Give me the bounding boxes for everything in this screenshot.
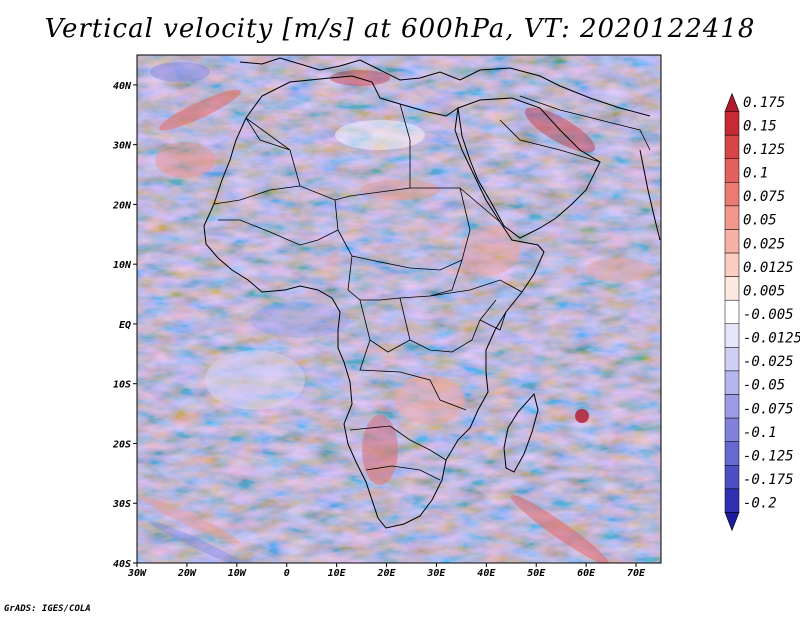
colorbar-label: 0.005 [743, 283, 785, 299]
lon-tick-label: 30E [426, 568, 446, 579]
lon-tick-label: 20E [376, 568, 396, 579]
lat-tick-label: 20S [112, 439, 131, 450]
colorbar-label: -0.125 [743, 448, 794, 464]
colorbar-label: -0.05 [743, 378, 785, 394]
colorbar-swatch [724, 488, 740, 513]
colorbar-swatch [724, 182, 740, 207]
lon-tick-label: 20W [177, 568, 197, 579]
lat-tick-label: 30S [112, 499, 131, 510]
colorbar-swatch [724, 347, 740, 372]
lon-tick-label: 60E [577, 568, 596, 579]
colorbar-swatch [724, 417, 740, 442]
colorbar-swatch [724, 299, 740, 325]
colorbar-label: -0.005 [743, 307, 794, 323]
madagascar-coastline [503, 392, 539, 473]
lat-tick-label: EQ [119, 320, 131, 331]
colorbar-swatch [724, 441, 740, 466]
lon-tick-label: 70E [627, 568, 646, 579]
colorbar-label: -0.0125 [743, 331, 800, 347]
colorbar-label: 0.175 [743, 95, 785, 111]
colorbar-label: 0.075 [743, 189, 785, 205]
colorbar-label: -0.075 [743, 401, 794, 417]
colorbar-swatch [724, 323, 740, 348]
lon-tick-label: 50E [527, 568, 546, 579]
colorbar-label: -0.175 [743, 472, 794, 488]
colorbar-swatch [724, 252, 740, 277]
lon-tick-label: 40E [477, 568, 496, 579]
colorbar-label: 0.15 [743, 118, 777, 134]
lat-tick-label: 30N [112, 141, 132, 152]
colorbar-swatch [724, 134, 740, 159]
colorbar-swatch [724, 394, 740, 419]
map-title: Vertical velocity [m/s] at 600hPa, VT: 2… [44, 14, 756, 44]
colorbar-swatch [724, 276, 740, 301]
colorbar-label: 0.125 [743, 142, 785, 158]
colorbar-swatch [724, 465, 740, 490]
colorbar-label: 0.025 [743, 236, 785, 252]
colorbar-label: -0.025 [743, 354, 794, 370]
lon-tick-label: 30W [127, 568, 147, 579]
credit-label: GrADS: IGES/COLA [4, 604, 91, 614]
colorbar-swatch [724, 205, 740, 230]
colorbar-label: 0.05 [743, 213, 777, 229]
arabia-coastline [457, 97, 601, 239]
lon-tick-label: 10W [228, 568, 247, 579]
colorbar: 0.175 0.15 0.125 0.1 0.075 0.05 0.025 0.0125 0.0… [724, 92, 800, 532]
country-borders [213, 95, 651, 481]
africa-coastline [203, 75, 545, 529]
lat-tick-label: 10N [113, 260, 132, 271]
velocity-field [137, 55, 661, 563]
map-frame [136, 54, 662, 564]
lon-tick-label: 0 [284, 568, 290, 579]
colorbar-label: 0.1 [743, 166, 768, 182]
lat-tick-label: 20N [112, 200, 132, 211]
lat-tick-label: 40N [113, 81, 132, 92]
colorbar-label: 0.0125 [743, 260, 794, 276]
colorbar-swatch [724, 229, 740, 254]
lat-tick-label: 40S [113, 559, 131, 570]
europe-coastline [239, 57, 651, 117]
lat-tick-label: 10S [113, 380, 131, 391]
lon-tick-label: 10E [328, 568, 347, 579]
colorbar-swatch [724, 111, 740, 136]
colorbar-label: -0.1 [743, 425, 777, 441]
colorbar-label: -0.2 [743, 496, 777, 512]
lat-axis: 40N 30N 20N 10N EQ 10S 20S 30S 40S [112, 81, 137, 570]
colorbar-swatch [724, 158, 740, 183]
colorbar-arrow-bottom [724, 512, 740, 532]
colorbar-swatch [725, 110, 739, 112]
colorbar-arrow-top [724, 92, 740, 112]
india-coastline [639, 149, 661, 241]
lon-axis: 30W 20W 10W 0 10E 20E 30E 40E 50E 60E 70E [127, 563, 646, 579]
colorbar-swatch [724, 370, 740, 395]
